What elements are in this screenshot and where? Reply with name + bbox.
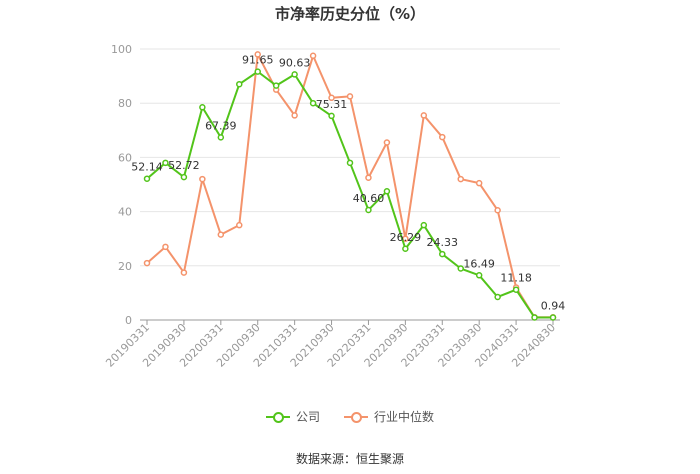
- point-industry-median: [328, 94, 335, 102]
- point-industry-median: [420, 112, 428, 119]
- point-industry-median: [180, 269, 188, 276]
- legend: 公司 行业中位数: [0, 408, 700, 425]
- point-company: [199, 104, 206, 111]
- point-industry-median: [199, 175, 206, 183]
- point-company: [457, 265, 464, 272]
- source-note: 数据来源：恒生聚源: [295, 452, 404, 466]
- point-company: [494, 293, 501, 301]
- point-industry-median: [494, 206, 501, 214]
- data-label: 75.31: [316, 98, 348, 111]
- point-company: [475, 272, 483, 279]
- grid-layer: [140, 48, 560, 267]
- point-company: [217, 134, 225, 141]
- point-company: [272, 82, 280, 89]
- point-industry-median: [365, 174, 372, 181]
- series-layer: [143, 51, 557, 321]
- axis-layer: 0204060801002019033120190930202003312020…: [103, 43, 560, 370]
- point-industry-median: [383, 139, 391, 146]
- legend-swatch-company: [265, 411, 290, 423]
- legend-item-company[interactable]: 公司: [265, 408, 320, 425]
- chart-title: 市净率历史分位（%）: [274, 5, 426, 23]
- point-industry-median: [475, 179, 483, 187]
- point-industry-median: [236, 221, 243, 229]
- point-industry-median: [346, 93, 354, 100]
- point-company: [143, 175, 151, 182]
- legend-swatch-industry-median: [344, 411, 368, 423]
- point-industry-median: [457, 175, 464, 183]
- point-company: [420, 221, 428, 229]
- legend-label-company: 公司: [295, 410, 320, 424]
- data-label-layer: 52.14 52.72 67.39 91.65 90.63 75.31 40.60 26.29…: [131, 54, 565, 313]
- point-industry-median: [309, 52, 317, 60]
- y-tick-label: 80: [118, 97, 132, 110]
- y-tick-label: 20: [118, 260, 132, 273]
- point-company: [309, 99, 317, 107]
- data-label: 90.63: [279, 56, 311, 69]
- point-company: [236, 80, 243, 88]
- data-label: 0.94: [541, 299, 566, 312]
- point-company: [402, 245, 409, 253]
- point-company: [346, 159, 354, 167]
- legend-item-industry-median[interactable]: 行业中位数: [344, 408, 434, 425]
- data-label: 67.39: [205, 119, 237, 132]
- data-label: 52.72: [168, 159, 200, 172]
- legend-label-industry-median: 行业中位数: [374, 410, 435, 424]
- point-company: [328, 112, 335, 120]
- data-label: 24.33: [427, 236, 459, 249]
- point-company: [162, 159, 169, 167]
- point-company: [254, 68, 261, 75]
- y-tick-label: 0: [125, 314, 132, 327]
- point-company: [531, 314, 538, 321]
- point-company: [549, 314, 557, 321]
- data-label: 16.49: [463, 257, 495, 270]
- point-industry-median: [439, 133, 446, 141]
- point-industry-median: [254, 51, 261, 58]
- point-company: [439, 250, 446, 258]
- point-industry-median: [143, 259, 151, 267]
- point-company: [365, 206, 372, 214]
- y-tick-label: 100: [111, 43, 132, 56]
- point-industry-median: [217, 231, 225, 238]
- point-company: [291, 71, 298, 78]
- point-company: [383, 188, 391, 195]
- data-label: 91.65: [242, 54, 274, 67]
- data-label: 40.60: [353, 192, 385, 205]
- point-company: [512, 286, 520, 293]
- y-tick-label: 40: [118, 206, 132, 219]
- data-label: 11.18: [500, 272, 532, 285]
- point-industry-median: [291, 112, 298, 119]
- point-industry-median: [162, 243, 169, 251]
- point-company: [180, 173, 188, 181]
- y-tick-label: 60: [118, 151, 132, 164]
- data-label: 26.29: [390, 231, 422, 244]
- data-label: 52.14: [131, 161, 163, 174]
